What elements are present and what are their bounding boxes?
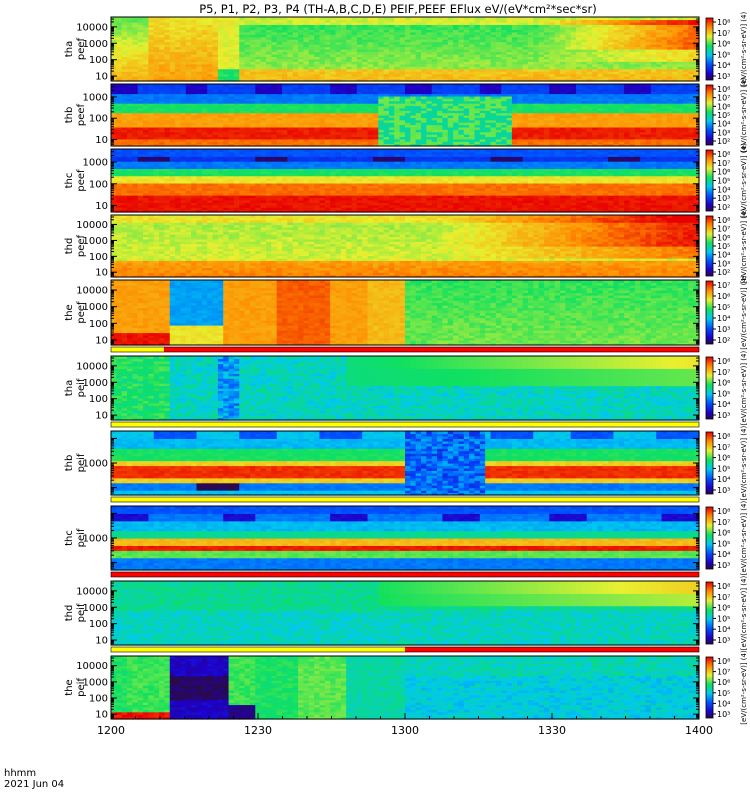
heatmap-cells	[111, 17, 700, 82]
y-tick-label: 100	[89, 55, 108, 66]
colorbar-tick-label: 10⁴	[717, 61, 730, 70]
colorbar-tick-label: 10⁶	[717, 40, 730, 49]
panel-thbpeef: 101001000thb peef10⁸10⁷10⁶10⁵10⁴10³10² [eV…	[64, 78, 748, 153]
colorbar-tick-label: 10⁷	[717, 29, 730, 38]
colorbar-tick-label: 10⁸	[717, 18, 730, 27]
y-tick-label: 10	[95, 72, 108, 83]
colorbar-tick-label: 10⁵	[717, 50, 730, 59]
colorbar-tick-label: 10³	[717, 72, 730, 81]
heatmap-cells	[111, 84, 700, 147]
y-label-product: peef	[76, 37, 87, 60]
y-tick-label: 10000	[76, 22, 108, 33]
figure-title: P5, P1, P2, P3, P4 (TH-A,B,C,D,E) PEIF,P…	[199, 2, 597, 16]
colorbar-label: [eV/(cm²-s-sr-eV)] (4)	[740, 12, 748, 87]
colorbar	[706, 18, 713, 80]
y-label-probe: tha	[64, 41, 75, 57]
